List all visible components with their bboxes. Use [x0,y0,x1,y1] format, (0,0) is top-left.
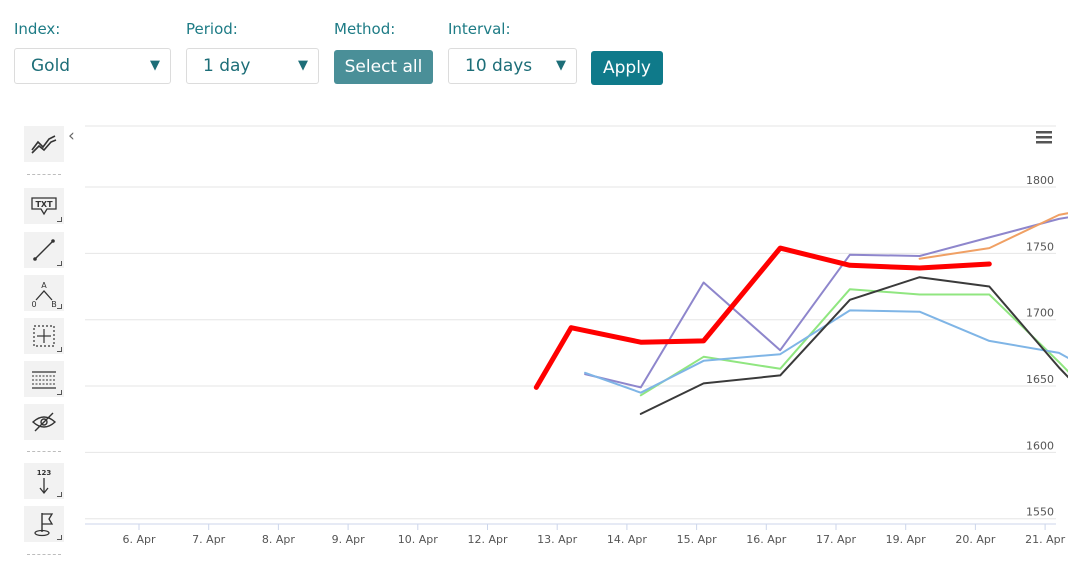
series-line-2[interactable] [918,163,1068,260]
method-label: Method: [334,20,396,38]
label-icon[interactable]: 123 [24,463,64,499]
x-tick-label: 21. Apr [1025,533,1065,546]
horizontal-lines-icon[interactable] [24,361,64,397]
series-line-5[interactable] [639,276,1068,447]
x-tick-label: 17. Apr [816,533,856,546]
fib-label-0: 0 [31,300,36,308]
index-select[interactable]: Gold ▼ [14,48,171,84]
txt-label: TXT [35,200,53,209]
index-select-value: Gold [31,56,71,76]
interval-select[interactable]: 10 days ▼ [448,48,577,84]
y-tick-label: 1800 [1026,174,1054,187]
series-line-1[interactable] [584,166,1068,389]
x-tick-label: 8. Apr [262,533,295,546]
chart-menu-icon[interactable] [1036,131,1052,144]
y-tick-label: 1600 [1026,439,1054,452]
fib-label-b: B [51,300,57,308]
y-tick-label: 1650 [1026,373,1054,386]
series-line-0[interactable] [533,245,992,390]
x-tick-label: 12. Apr [467,533,507,546]
line-icon[interactable] [24,232,64,268]
apply-button[interactable]: Apply [591,51,663,85]
series-line-3[interactable] [639,288,1068,434]
series-line-4[interactable] [584,309,1068,447]
y-tick-label: 1750 [1026,240,1054,253]
collapse-toolbar-icon[interactable]: ‹ [68,126,75,146]
x-tick-label: 19. Apr [886,533,926,546]
index-label: Index: [14,20,61,38]
interval-select-value: 10 days [465,56,533,76]
chevron-down-icon: ▼ [556,58,566,73]
x-tick-label: 7. Apr [192,533,225,546]
y-tick-label: 1550 [1026,506,1054,519]
x-tick-label: 10. Apr [398,533,438,546]
x-tick-label: 9. Apr [332,533,365,546]
x-tick-label: 15. Apr [677,533,717,546]
indicators-icon[interactable] [24,126,64,162]
chevron-down-icon: ▼ [298,58,308,73]
counter-label: 123 [37,469,52,477]
crosshair-icon[interactable] [24,318,64,354]
period-select-value: 1 day [203,56,251,76]
y-tick-label: 1700 [1026,307,1054,320]
x-tick-label: 6. Apr [122,533,155,546]
text-annotation-icon[interactable]: TXT [24,188,64,224]
flag-icon[interactable] [24,506,64,542]
select-all-button[interactable]: Select all [334,50,433,84]
x-tick-label: 16. Apr [746,533,786,546]
fib-label-a: A [41,281,47,290]
hide-icon[interactable] [24,404,64,440]
x-tick-label: 13. Apr [537,533,577,546]
period-label: Period: [186,20,238,38]
fibonacci-icon[interactable]: A 0 B [24,275,64,311]
x-tick-label: 20. Apr [955,533,995,546]
x-tick-label: 14. Apr [607,533,647,546]
chevron-down-icon: ▼ [150,58,160,73]
period-select[interactable]: 1 day ▼ [186,48,319,84]
interval-label: Interval: [448,20,511,38]
